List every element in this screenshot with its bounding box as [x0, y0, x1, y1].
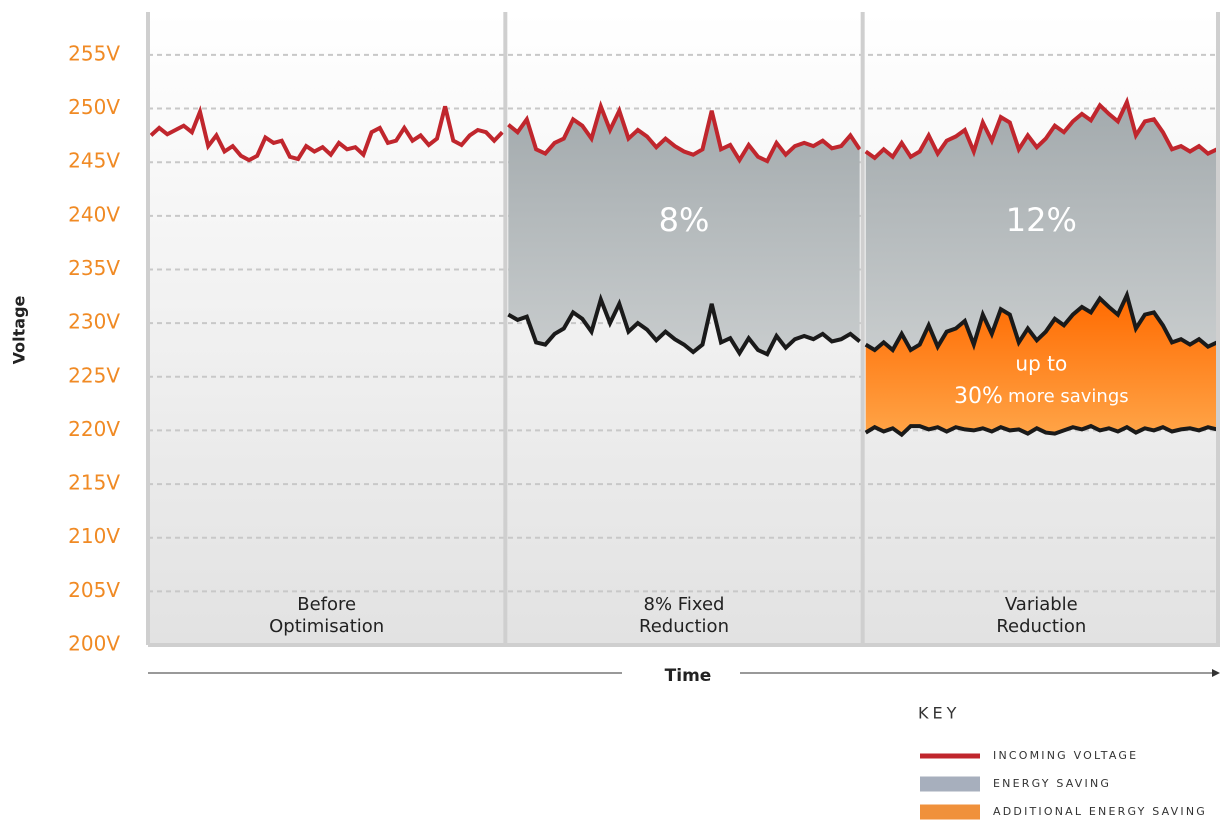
y-tick-label: 235V: [68, 256, 120, 280]
y-axis-label: Voltage: [10, 295, 29, 364]
variable-line: [864, 423, 1218, 438]
panel-label: Variable Reduction: [996, 594, 1087, 637]
incoming-line: [507, 100, 862, 164]
time-arrow: [1212, 669, 1220, 677]
legend-swatch: [920, 776, 980, 792]
panel-background: [148, 12, 506, 645]
y-tick-label: 205V: [68, 578, 120, 602]
y-tick-label: 245V: [68, 149, 120, 173]
y-tick-label: 225V: [68, 363, 120, 387]
energy-saving-area: [508, 106, 860, 355]
legend-label: INCOMING VOLTAGE: [993, 749, 1138, 762]
y-tick-label: 255V: [68, 41, 120, 65]
y-tick-label: 220V: [68, 417, 120, 441]
y-tick-label: 240V: [68, 202, 120, 226]
note: up to: [1015, 352, 1067, 376]
energy-saving-area: [865, 102, 1217, 350]
legend-swatch: [920, 753, 980, 759]
reduced-line: [507, 293, 861, 358]
legend-title: KEY: [918, 704, 960, 723]
saving-percent: 12%: [1006, 201, 1077, 239]
y-tick-label: 250V: [68, 95, 120, 119]
legend-label: ADDITIONAL ENERGY SAVING: [993, 805, 1207, 818]
note: 30% more savings: [954, 384, 1129, 409]
note-value: 30%: [954, 384, 1003, 409]
note-rest: more savings: [1008, 386, 1129, 407]
y-tick-label: 230V: [68, 310, 120, 334]
panel-label: Before Optimisation: [269, 594, 385, 637]
incoming-line: [149, 105, 504, 163]
reduced-line: [864, 289, 1218, 354]
y-tick-label: 210V: [68, 524, 120, 548]
y-tick-label: 200V: [68, 632, 120, 656]
legend-swatch: [920, 804, 980, 820]
saving-percent: 8%: [659, 201, 710, 239]
x-axis-label: Time: [665, 666, 712, 686]
y-tick-label: 215V: [68, 471, 120, 495]
incoming-line: [864, 96, 1218, 161]
panel-label: 8% Fixed Reduction: [639, 594, 729, 637]
legend-label: ENERGY SAVING: [993, 777, 1111, 790]
